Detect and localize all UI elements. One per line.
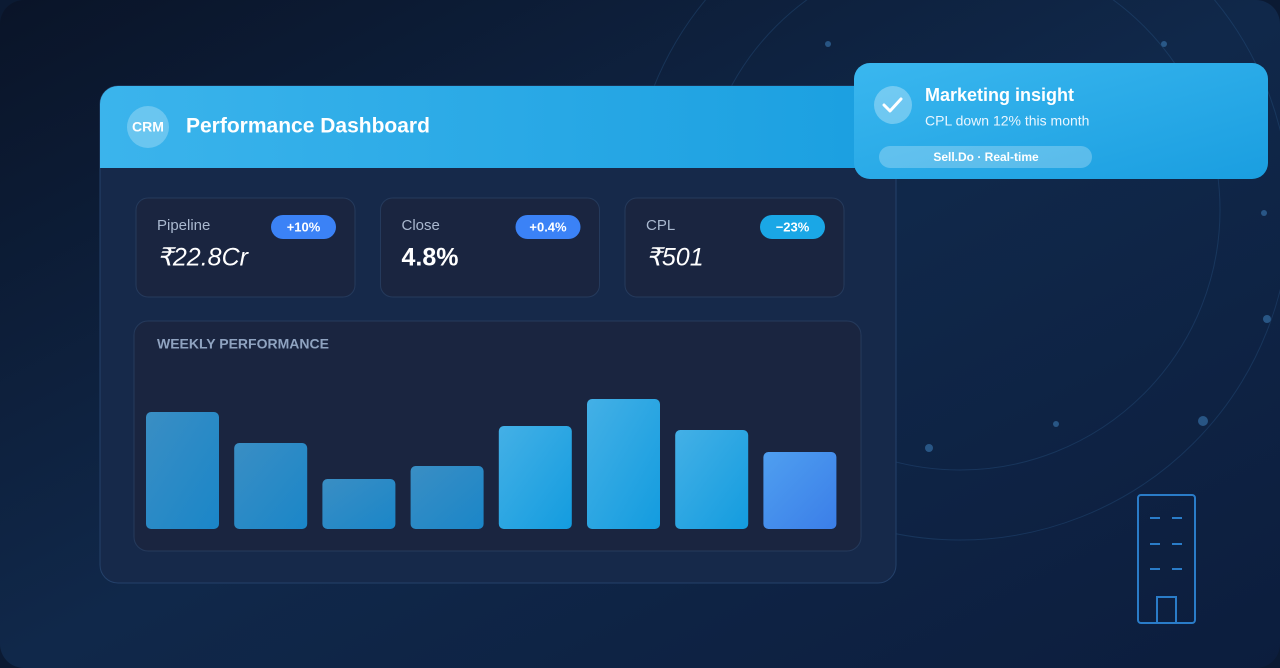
dashboard-header: [100, 86, 896, 168]
decor-dots: [825, 41, 1271, 452]
logo: [127, 106, 169, 148]
bar: [234, 443, 308, 529]
kpi-badge-text: +10%: [287, 219, 321, 234]
kpi-row: Pipeline ₹22.8Cr +10% Close 4.8% +0.4% CPL ₹501…: [135, 197, 845, 298]
chart-title: WEEKLY PERFORMANCE: [157, 336, 329, 352]
notification-text: CPL down 12% this month: [925, 113, 1089, 129]
dashboard-title: Performance Dashboard: [186, 115, 430, 138]
bar: [498, 426, 572, 529]
kpi-label: CPL: [646, 217, 675, 234]
logo-text: CRM: [132, 119, 164, 135]
bar: [587, 399, 660, 529]
kpi-badge: [515, 215, 581, 239]
bar: [675, 430, 749, 529]
bar: [322, 479, 396, 529]
bar: [146, 412, 219, 529]
building-icon: [1137, 494, 1196, 624]
check-icon: [874, 86, 912, 124]
kpi-label: Pipeline: [157, 217, 210, 234]
kpi-value: ₹501: [646, 244, 704, 272]
bar: [763, 452, 837, 529]
kpi-badge-text: −23%: [776, 219, 810, 234]
chip-text: Sell.Do · Real-time: [933, 150, 1039, 164]
bars: [146, 399, 837, 529]
kpi-badge: [760, 215, 825, 239]
notification-title: Marketing insight: [925, 85, 1074, 105]
notification[interactable]: [854, 63, 1268, 179]
notification-chip: [879, 146, 1092, 168]
check-mark: [882, 97, 903, 113]
kpi-value: 4.8%: [402, 244, 459, 272]
bar: [410, 466, 484, 529]
kpi-badge: [271, 215, 336, 239]
kpi-value: ₹22.8Cr: [157, 244, 250, 272]
kpi-label: Close: [402, 217, 440, 234]
kpi-badge-text: +0.4%: [529, 219, 567, 234]
